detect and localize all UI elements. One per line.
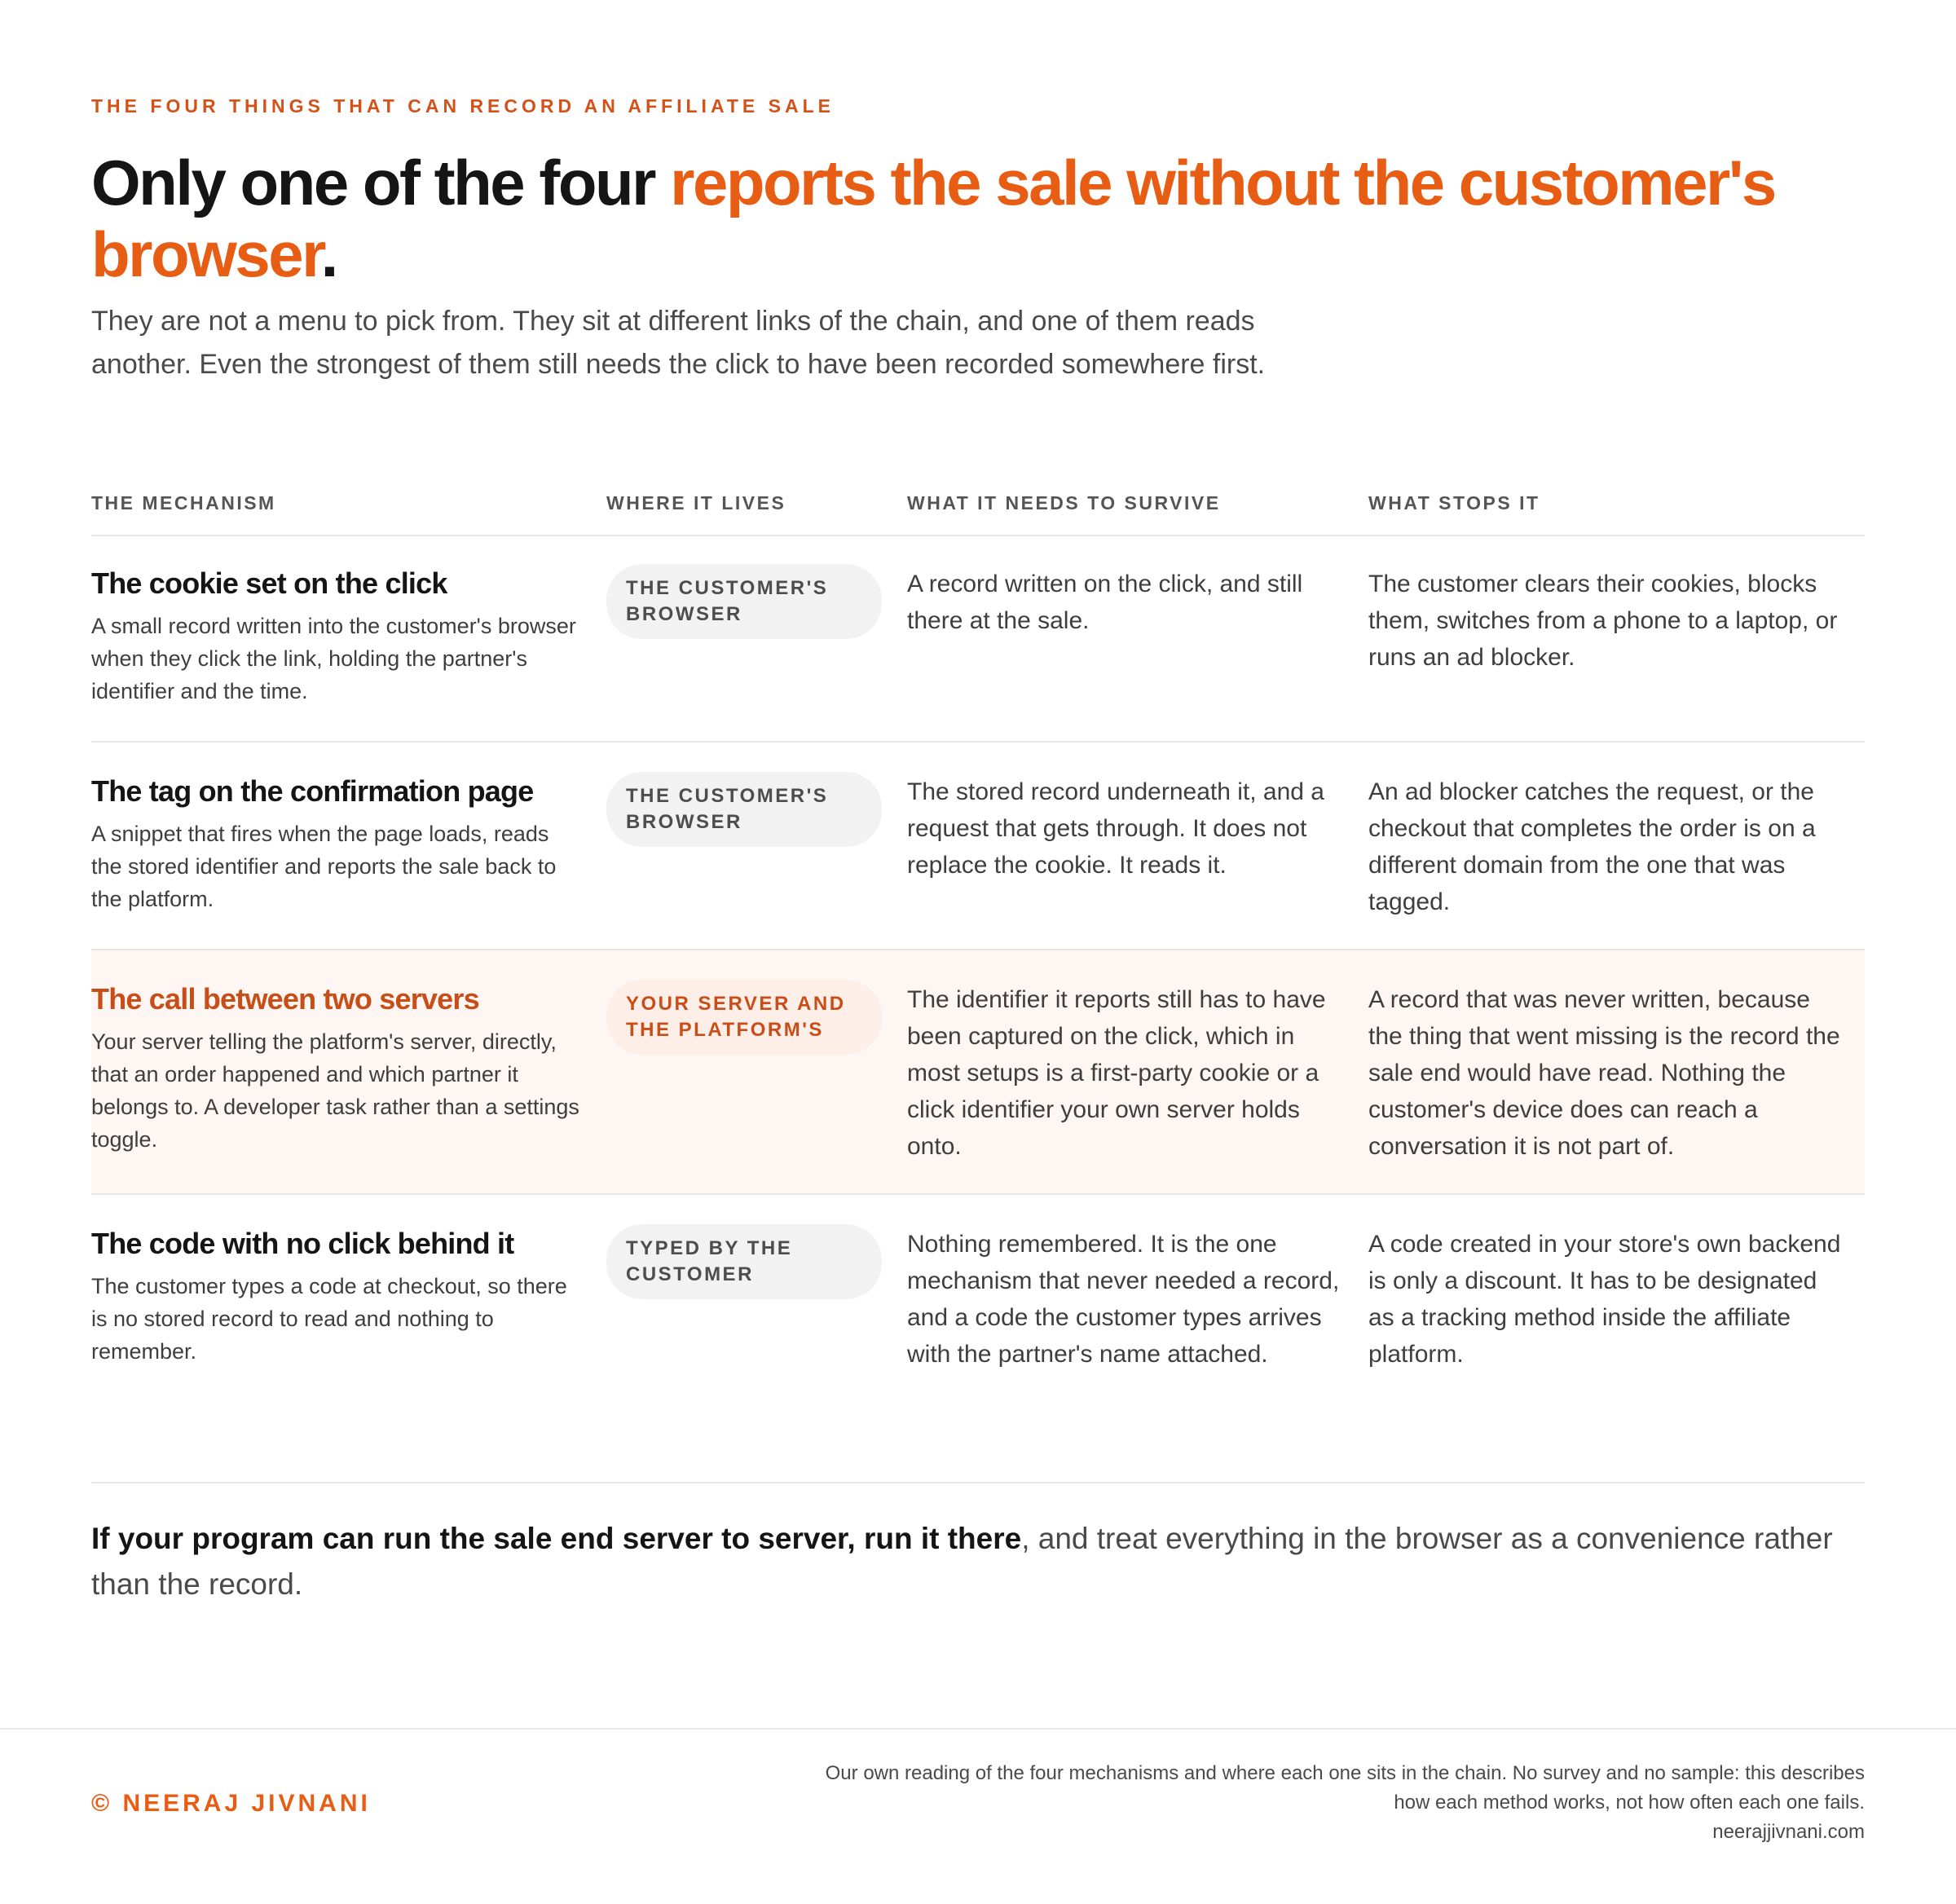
survive-cell: The stored record underneath it, and a r… [907,778,1324,879]
takeaway-bold: If your program can run the sale end ser… [91,1522,1022,1555]
mechanism-cell: The cookie set on the click A small reco… [91,566,580,707]
footer-note-line: Our own reading of the four mechanisms a… [825,1762,1865,1784]
headline-accent: reports the sale without the customer's … [91,147,1777,290]
mechanism-title: The cookie set on the click [91,566,447,600]
mechanism-cell: The call between two servers Your server… [91,981,580,1156]
location-badge: TYPED BY THE CUSTOMER [606,1224,882,1299]
table-header: THE MECHANISM WHERE IT LIVES WHAT IT NEE… [91,489,1865,536]
column-header-survive: WHAT IT NEEDS TO SURVIVE [907,492,1221,513]
survive-cell: The identifier it reports still has to h… [907,986,1326,1160]
stops-cell: A code created in your store's own backe… [1368,1231,1841,1368]
section-divider [91,1482,1865,1483]
headline: Only one of the four reports the sale wi… [91,147,1865,290]
mechanism-title: The call between two servers [91,982,480,1016]
survive-cell: A record written on the click, and still… [907,571,1303,634]
location-badge: YOUR SERVER AND THE PLATFORM'S [606,980,882,1055]
stops-cell: A record that was never written, because… [1368,986,1840,1160]
footer-note: Our own reading of the four mechanisms a… [805,1759,1865,1847]
column-header-stops: WHAT STOPS IT [1368,492,1540,513]
mechanism-description: Your server telling the platform's serve… [91,1029,579,1152]
location-badge: THE CUSTOMER'S BROWSER [606,564,882,639]
takeaway-statement: If your program can run the sale end ser… [91,1516,1865,1607]
stops-cell: An ad blocker catches the request, or th… [1368,778,1816,915]
headline-plain: Only one of the four [91,147,671,218]
eyebrow-label: THE FOUR THINGS THAT CAN RECORD AN AFFIL… [91,95,835,117]
survive-cell: Nothing remembered. It is the one mechan… [907,1231,1340,1368]
location-badge: THE CUSTOMER'S BROWSER [606,772,882,847]
mechanism-description: The customer types a code at checkout, s… [91,1274,567,1364]
headline-end: . [320,218,339,290]
mechanism-description: A snippet that fires when the page loads… [91,822,557,911]
stops-cell: The customer clears their cookies, block… [1368,571,1838,671]
column-header-mechanism: THE MECHANISM [91,492,276,513]
column-header-where: WHERE IT LIVES [606,492,786,513]
mechanism-title: The tag on the confirmation page [91,774,534,808]
table-row: The tag on the confirmation page A snipp… [91,743,1865,950]
footer-site-link[interactable]: neerajjivnani.com [1712,1821,1865,1843]
mechanism-cell: The tag on the confirmation page A snipp… [91,774,580,915]
footer-note-line: how each method works, not how often eac… [1394,1792,1865,1814]
takeaway-rest: , and treat everything in the browser as… [91,1522,1833,1601]
mechanism-title: The code with no click behind it [91,1227,514,1260]
footer-divider [0,1728,1956,1730]
mechanism-cell: The code with no click behind it The cus… [91,1226,580,1368]
brand-credit: © NEERAJ JIVNANI [91,1790,371,1817]
lede-paragraph: They are not a menu to pick from. They s… [91,306,1266,380]
table-row-highlighted: The call between two servers Your server… [91,950,1865,1195]
mechanism-description: A small record written into the customer… [91,614,576,703]
table-row: The code with no click behind it The cus… [91,1195,1865,1439]
table-row: The cookie set on the click A small reco… [91,535,1865,743]
